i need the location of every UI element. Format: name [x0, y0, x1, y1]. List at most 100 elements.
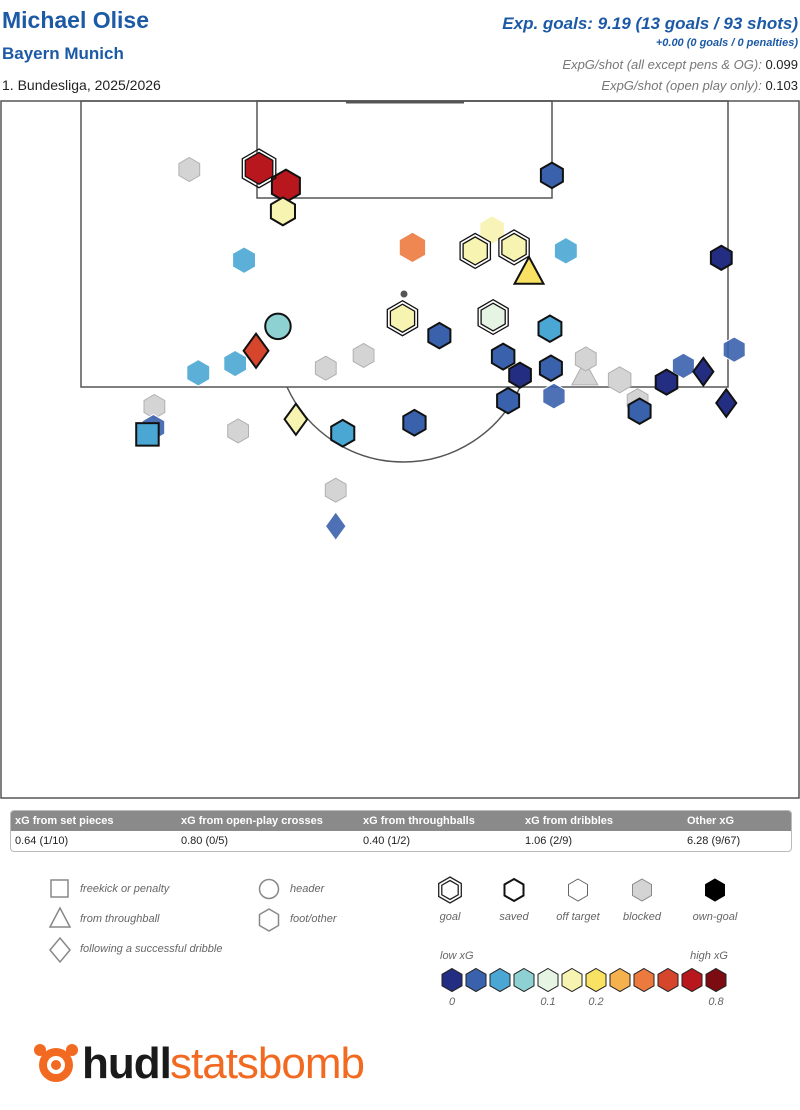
- scale-tick-0: 0: [449, 996, 456, 1008]
- summary-header-dribbles: xG from dribbles: [521, 811, 683, 831]
- shot-marker: [269, 196, 296, 227]
- scale-swatch: [441, 967, 463, 993]
- penalty-arc: [286, 386, 521, 463]
- shot-marker: [722, 336, 746, 363]
- triangle-icon: [48, 906, 72, 928]
- square-icon: [50, 879, 69, 898]
- shot-marker: [398, 231, 427, 264]
- legend-saved-icon: [503, 877, 525, 903]
- circle-icon: [258, 878, 280, 900]
- shot-marker: [490, 342, 516, 371]
- shot-marker: [314, 355, 337, 381]
- competition-season: 1. Bundesliga, 2025/2026: [2, 77, 161, 93]
- shot-marker: [479, 215, 505, 245]
- shot-marker: [512, 254, 546, 285]
- shot-marker: [232, 246, 256, 274]
- scale-swatch: [633, 967, 655, 993]
- logo-text-statsbomb: statsbomb: [170, 1039, 365, 1088]
- scale-swatch: [513, 967, 535, 993]
- scale-swatch: [537, 967, 559, 993]
- xg-per-shot-open-play: ExpG/shot (open play only): 0.103: [601, 78, 798, 93]
- shot-marker: [508, 361, 532, 389]
- scale-high-label: high xG: [690, 950, 728, 962]
- shot-marker: [324, 511, 347, 542]
- shot-marker: [538, 354, 563, 383]
- legend-blocked-label: blocked: [623, 911, 662, 923]
- shot-marker: [402, 408, 427, 437]
- shot-marker: [498, 229, 530, 266]
- scale-swatch: [489, 967, 511, 993]
- shot-marker: [553, 237, 578, 265]
- penalty-spot: [400, 290, 408, 298]
- scale-swatch: [465, 967, 487, 993]
- shot-marker: [178, 156, 201, 183]
- shot-markers: [135, 148, 746, 542]
- summary-value-set-pieces: 0.64 (1/10): [15, 835, 69, 847]
- team-name: Bayern Munich: [2, 44, 124, 63]
- scale-tick-0-8: 0.8: [708, 996, 724, 1008]
- scale-swatch: [705, 967, 727, 993]
- scale-low-label: low xG: [440, 950, 474, 962]
- shot-marker: [542, 382, 566, 410]
- shot-marker: [242, 331, 270, 370]
- scale-swatch: [657, 967, 679, 993]
- logo-text-hudl: hudl: [82, 1039, 172, 1088]
- shot-marker: [227, 418, 249, 444]
- shot-marker: [241, 148, 277, 189]
- legend-blocked-icon: [632, 878, 652, 902]
- shot-marker: [459, 232, 492, 270]
- summary-header-throughballs: xG from throughballs: [359, 811, 521, 831]
- legend-foot-label: foot/other: [290, 913, 338, 925]
- legend-saved-label: saved: [499, 911, 529, 923]
- shot-marker: [607, 366, 632, 394]
- legend: freekick or penalty from throughball fol…: [48, 876, 738, 1008]
- shot-marker: [352, 342, 375, 368]
- scale-swatch: [609, 967, 631, 993]
- shot-marker: [709, 244, 733, 271]
- pitch-outline: [0, 100, 800, 799]
- xg-per-shot-open-label: ExpG/shot (open play only):: [601, 78, 762, 93]
- shot-marker: [654, 368, 679, 396]
- scale-tick-0-1: 0.1: [540, 996, 555, 1008]
- shot-marker: [671, 352, 695, 380]
- logo-mark-icon: [34, 1044, 78, 1082]
- legend-off-target-label: off target: [556, 911, 600, 923]
- diamond-icon: [49, 936, 71, 964]
- legend-header-label: header: [290, 883, 326, 895]
- shot-marker: [427, 321, 452, 350]
- legend-goal-label: goal: [440, 911, 461, 923]
- shot-marker: [223, 349, 247, 378]
- summary-header-crosses: xG from open-play crosses: [177, 811, 359, 831]
- shot-marker: [570, 359, 599, 386]
- xg-per-shot-open-value: 0.103: [765, 78, 798, 93]
- scale-swatch: [681, 967, 703, 993]
- summary-header-set-pieces: xG from set pieces: [11, 811, 177, 831]
- summary-value-throughballs: 0.40 (1/2): [363, 835, 411, 847]
- legend-own-goal-label: own-goal: [693, 911, 738, 923]
- summary-header-other: Other xG: [683, 811, 791, 831]
- legend-freekick-label: freekick or penalty: [80, 883, 171, 895]
- summary-value-crosses: 0.80 (0/5): [181, 835, 229, 847]
- legend-goal-icon: [438, 876, 462, 904]
- legend-dribble-label: following a successful dribble: [80, 943, 222, 955]
- summary-value-dribbles: 1.06 (2/9): [525, 835, 573, 847]
- shot-map-pitch: [0, 100, 800, 799]
- shot-marker: [330, 418, 356, 448]
- shot-marker: [539, 161, 564, 190]
- legend-throughball-label: from throughball: [80, 913, 160, 925]
- shot-marker: [264, 312, 292, 341]
- legend-own-goal-icon: [705, 878, 725, 902]
- scale-tick-0-2: 0.2: [588, 996, 603, 1008]
- shot-marker: [627, 397, 652, 426]
- xg-per-shot-all-label: ExpG/shot (all except pens & OG):: [562, 57, 762, 72]
- penalties-line: +0.00 (0 goals / 0 penalties): [655, 37, 798, 49]
- shot-marker: [574, 346, 597, 372]
- shot-marker: [324, 477, 347, 503]
- hexagon-icon: [258, 908, 280, 932]
- scale-swatch: [585, 967, 607, 993]
- shot-marker: [715, 387, 738, 419]
- xg-summary-table: xG from set pieces xG from open-play cro…: [10, 810, 792, 852]
- shot-marker: [496, 386, 521, 415]
- shot-marker: [135, 422, 160, 447]
- expected-goals-headline: Exp. goals: 9.19 (13 goals / 93 shots): [502, 14, 798, 33]
